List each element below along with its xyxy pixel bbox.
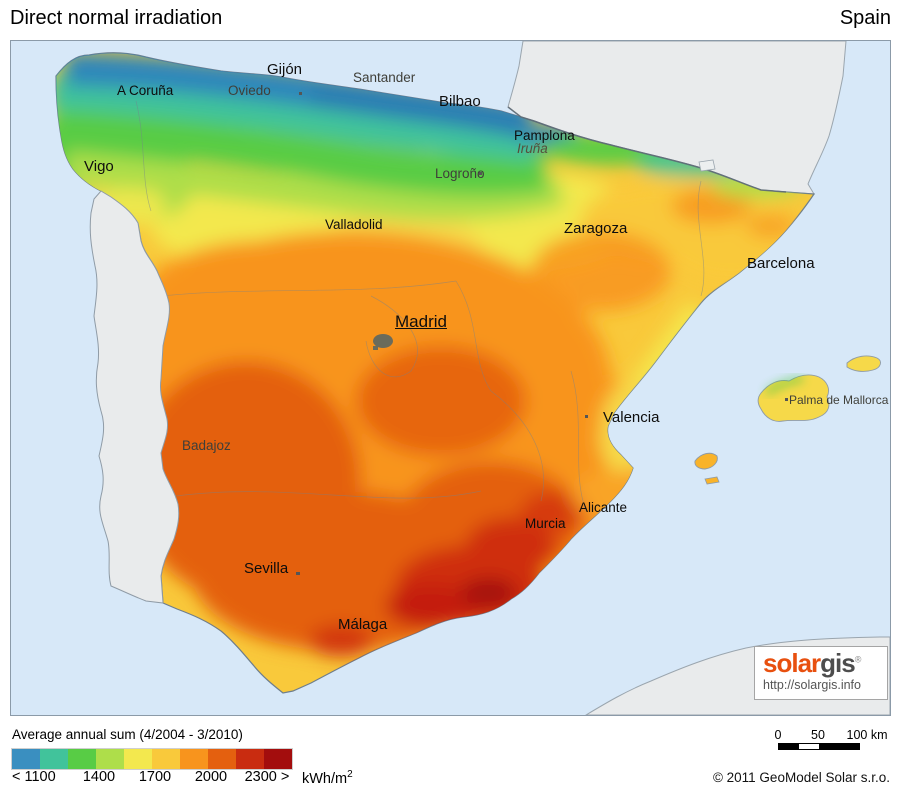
city-label-barcelona: Barcelona: [747, 255, 815, 272]
balearic-islands: [694, 355, 881, 485]
city-label-sevilla: Sevilla: [244, 560, 289, 577]
city-labels: Gijón Santander A Coruña Oviedo Bilbao Pamplo…: [11, 41, 890, 715]
city-label-alicante: Alicante: [579, 500, 628, 515]
andorra: [698, 159, 716, 172]
scale-bar-rule: [778, 743, 860, 750]
legend-swatch: [12, 749, 40, 769]
scale-label-100: 100 km: [846, 728, 888, 742]
legend-swatch: [96, 749, 124, 769]
region-title: Spain: [839, 7, 891, 29]
city-label-pamplona: Pamplona: [514, 128, 575, 143]
legend-title: Average annual sum (4/2004 - 3/2010): [12, 727, 243, 742]
legend-swatch: [124, 749, 152, 769]
city-label-santander: Santander: [353, 70, 416, 85]
portugal-landmass: [89, 190, 180, 604]
irradiation-field: [56, 52, 801, 657]
city-label-bilbao: Bilbao: [439, 93, 481, 110]
scale-label-50: 50: [811, 728, 825, 742]
page-title: Direct normal irradiation: [10, 7, 223, 29]
city-label-oviedo: Oviedo: [228, 83, 271, 98]
legend-swatch: [208, 749, 236, 769]
city-label-valencia: Valencia: [603, 409, 660, 426]
city-dots: [296, 92, 788, 575]
city-label-zaragoza: Zaragoza: [564, 220, 628, 237]
legend-swatch: [236, 749, 264, 769]
legend-tick: 1700: [138, 769, 172, 785]
legend-swatch: [68, 749, 96, 769]
city-label-malaga: Málaga: [338, 616, 388, 633]
scale-label-0: 0: [774, 728, 782, 742]
legend-swatch: [152, 749, 180, 769]
legend-swatch: [40, 749, 68, 769]
spain-france-border: [507, 106, 787, 193]
legend-unit: kWh/m2: [302, 769, 353, 787]
legend-tick: 1400: [82, 769, 116, 785]
city-label-gijon: Gijón: [267, 61, 303, 78]
solargis-wordmark: solargis®: [763, 648, 861, 678]
copyright-text: © 2011 GeoModel Solar s.r.o.: [712, 770, 890, 785]
spain-irradiation-map: Gijón Santander A Coruña Oviedo Bilbao Pamplo…: [10, 40, 891, 716]
admin-boundaries: [135, 100, 705, 512]
legend-swatch: [180, 749, 208, 769]
legend-tick: 2000: [194, 769, 228, 785]
city-label-a-coruna: A Coruña: [117, 83, 174, 98]
city-label-badajoz: Badajoz: [182, 438, 231, 453]
solargis-url: http://solargis.info: [763, 678, 861, 693]
solargis-logo: solargis® http://solargis.info: [754, 646, 888, 700]
city-label-palma-de-mallorca: Palma de Mallorca: [789, 393, 889, 407]
legend-swatch: [264, 749, 292, 769]
city-label-logrono: Logroño: [435, 166, 485, 181]
legend-tick: < 1100: [12, 769, 56, 785]
city-label-valladolid: Valladolid: [325, 217, 383, 232]
legend-colorbar: [11, 748, 293, 770]
city-label-murcia: Murcia: [525, 516, 566, 531]
legend-ticks: < 1100 1400 1700 2000 2300 >: [11, 769, 371, 787]
city-label-iruna: Iruña: [517, 141, 548, 156]
map-canvas: [11, 41, 890, 715]
scale-bar: 0 50 100 km: [760, 728, 890, 754]
city-label-vigo: Vigo: [84, 158, 114, 175]
city-label-madrid: Madrid: [395, 312, 447, 331]
legend-tick: 2300 >: [244, 769, 290, 785]
